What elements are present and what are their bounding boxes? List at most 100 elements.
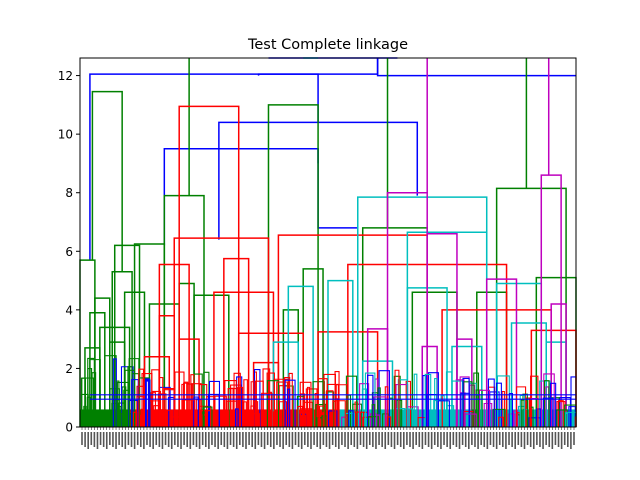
x-leaf-label-108 bbox=[415, 432, 417, 445]
low-merge-211 bbox=[543, 380, 550, 427]
x-leaf-label-47 bbox=[226, 432, 229, 449]
x-leaf-label-121 bbox=[455, 432, 458, 447]
x-leaf-label-5 bbox=[96, 432, 99, 449]
x-leaf-label-53 bbox=[245, 432, 247, 449]
dendrogram-link-23 bbox=[267, 104, 319, 427]
low-merge-186 bbox=[253, 401, 259, 427]
low-merge-206 bbox=[90, 414, 102, 427]
x-leaf-label-131 bbox=[486, 432, 489, 449]
low-merge-20 bbox=[186, 383, 194, 427]
low-merge-253 bbox=[462, 377, 470, 427]
dendrogram-link-8 bbox=[91, 90, 123, 272]
x-leaf-label-118 bbox=[446, 432, 448, 447]
y-tick-label-6: 12 bbox=[58, 69, 73, 83]
low-merge-257 bbox=[434, 378, 438, 427]
low-merge-252 bbox=[317, 378, 328, 427]
x-leaf-label-149 bbox=[542, 432, 544, 449]
x-leaf-label-138 bbox=[508, 432, 510, 445]
dendrogram-link-69 bbox=[550, 303, 567, 427]
x-leaf-label-8 bbox=[105, 432, 108, 449]
x-leaf-label-27 bbox=[164, 432, 167, 445]
low-merge-233 bbox=[522, 393, 528, 427]
low-merge-189 bbox=[404, 408, 414, 427]
x-leaf-label-6 bbox=[99, 432, 102, 445]
x-leaf-label-41 bbox=[208, 432, 210, 449]
low-merge-9 bbox=[243, 379, 248, 427]
x-leaf-label-100 bbox=[390, 432, 393, 447]
dendrogram-link-19 bbox=[163, 194, 205, 427]
x-leaf-label-61 bbox=[269, 432, 272, 447]
x-leaf-label-25 bbox=[158, 432, 161, 447]
x-leaf-label-75 bbox=[313, 432, 315, 445]
x-leaf-label-125 bbox=[467, 432, 470, 449]
low-merge-23 bbox=[305, 388, 318, 427]
low-merge-64 bbox=[557, 400, 564, 427]
dendrogram-links bbox=[79, 57, 577, 427]
x-leaf-label-130 bbox=[483, 432, 486, 447]
x-leaf-label-4 bbox=[93, 432, 96, 447]
y-tick-label-5: 10 bbox=[58, 128, 73, 142]
x-leaf-label-19 bbox=[139, 432, 142, 447]
low-merge-251 bbox=[131, 379, 139, 427]
x-leaf-label-28 bbox=[167, 432, 170, 447]
x-leaf-label-92 bbox=[365, 432, 368, 449]
dendrogram-link-10 bbox=[94, 297, 111, 427]
low-merge-162 bbox=[367, 374, 374, 427]
low-merge-258 bbox=[97, 410, 107, 427]
low-merge-54 bbox=[121, 386, 127, 427]
low-level-merges bbox=[80, 355, 577, 427]
x-leaf-label-152 bbox=[551, 432, 554, 449]
low-merge-170 bbox=[300, 393, 305, 427]
x-leaf-label-83 bbox=[338, 432, 340, 449]
x-leaf-label-150 bbox=[545, 432, 547, 445]
low-merge-158 bbox=[284, 379, 296, 427]
low-merge-51 bbox=[405, 380, 411, 427]
x-leaf-label-42 bbox=[211, 432, 213, 445]
x-leaf-label-88 bbox=[353, 432, 356, 447]
dendrogram-link-33 bbox=[178, 105, 240, 427]
low-merge-208 bbox=[530, 375, 539, 427]
dendrogram-link-51 bbox=[287, 285, 314, 427]
x-leaf-label-137 bbox=[505, 432, 507, 449]
x-leaf-label-26 bbox=[161, 432, 164, 449]
y-tick-label-2: 4 bbox=[65, 303, 73, 317]
x-leaf-label-55 bbox=[251, 432, 253, 447]
x-leaf-label-13 bbox=[121, 432, 124, 447]
low-merge-226 bbox=[150, 392, 157, 427]
x-leaf-label-0 bbox=[81, 432, 83, 445]
x-leaf-label-82 bbox=[334, 432, 337, 447]
low-merge-218 bbox=[287, 388, 291, 427]
axes-frame bbox=[79, 57, 577, 428]
x-leaf-label-21 bbox=[146, 432, 148, 445]
x-leaf-label-24 bbox=[155, 432, 158, 445]
x-leaf-label-84 bbox=[341, 432, 343, 445]
low-merge-77 bbox=[361, 388, 368, 427]
x-leaf-label-67 bbox=[288, 432, 291, 447]
x-leaf-label-153 bbox=[554, 432, 557, 445]
low-merge-232 bbox=[261, 392, 273, 427]
plot-area bbox=[79, 57, 577, 428]
x-leaf-label-38 bbox=[198, 432, 201, 449]
low-merge-181 bbox=[315, 404, 326, 427]
dendrogram-link-64 bbox=[540, 174, 562, 427]
x-leaf-label-143 bbox=[523, 432, 526, 449]
dendrogram-link-55 bbox=[495, 282, 543, 427]
x-leaf-label-142 bbox=[520, 432, 523, 447]
low-merge-39 bbox=[288, 372, 293, 427]
low-merge-154 bbox=[512, 410, 519, 427]
x-leaf-label-48 bbox=[229, 432, 232, 445]
low-merge-248 bbox=[144, 378, 150, 427]
x-leaf-label-46 bbox=[223, 432, 226, 447]
dendrogram-link-15 bbox=[113, 244, 141, 427]
x-leaf-label-95 bbox=[375, 432, 377, 449]
low-merge-249 bbox=[80, 393, 89, 427]
x-leaf-label-98 bbox=[384, 432, 387, 449]
x-leaf-label-74 bbox=[310, 432, 312, 449]
low-merge-55 bbox=[278, 401, 288, 427]
low-merge-164 bbox=[397, 379, 408, 427]
low-merge-42 bbox=[428, 372, 439, 427]
x-leaf-label-133 bbox=[492, 432, 495, 447]
x-leaf-label-157 bbox=[567, 432, 569, 447]
dendrogram-link-41 bbox=[237, 332, 304, 427]
dendrogram-link-62 bbox=[426, 232, 458, 427]
